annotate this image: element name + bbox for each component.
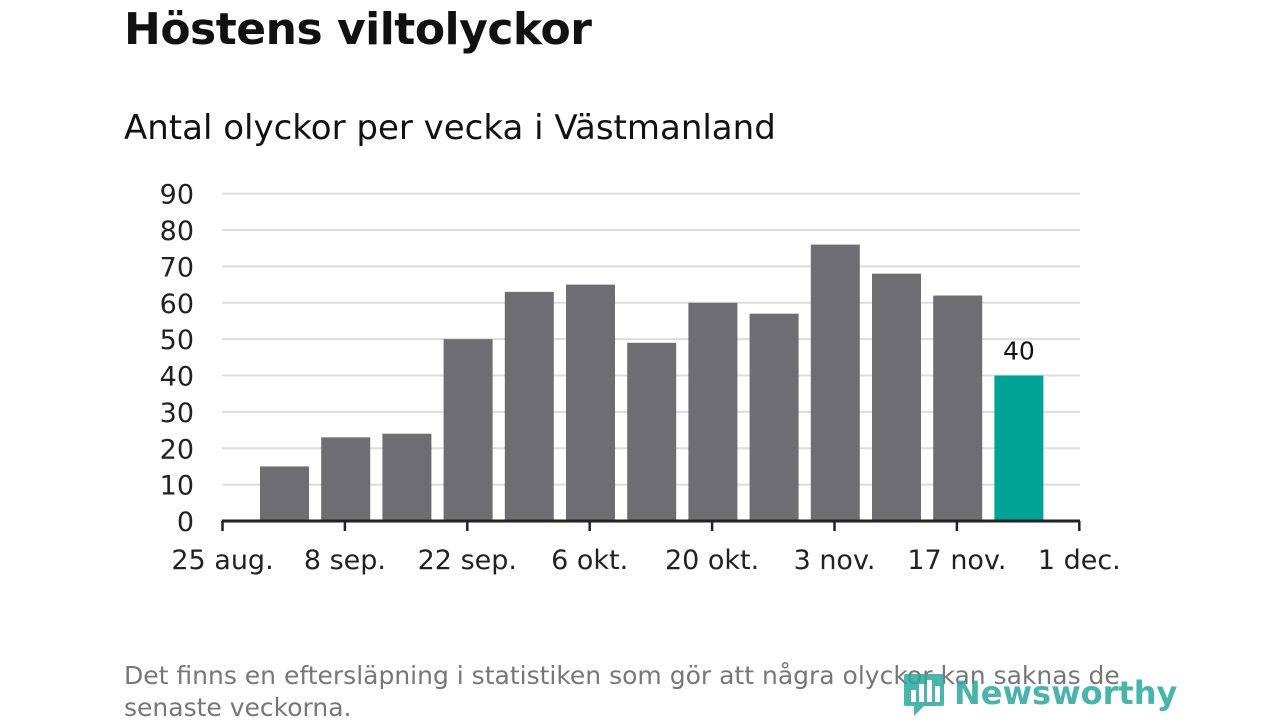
chart-subtitle: Antal olyckor per vecka i Västmanland: [124, 108, 776, 148]
x-tick-label: 20 okt.: [665, 545, 759, 576]
y-tick-label: 60: [160, 289, 194, 320]
y-tick-label: 40: [160, 362, 194, 393]
y-tick-label: 90: [160, 180, 194, 211]
x-tick-label: 17 nov.: [907, 545, 1006, 576]
y-tick-label: 50: [160, 325, 194, 356]
newsworthy-logo-icon: [904, 674, 944, 716]
bar-2019-11-11: [933, 295, 983, 521]
bar-chart: 40 25 aug. 8 sep. 22 sep. 6 okt. 20 okt. 3 no…: [160, 180, 1121, 576]
chart-title: Höstens viltolyckor: [124, 4, 592, 55]
y-tick-label: 70: [160, 252, 194, 283]
y-axis-ticks: 0 10 20 30 40 50 60 70 80 90: [160, 180, 194, 538]
bars: [260, 244, 1044, 521]
bar-2019-11-04: [872, 273, 921, 521]
bar-2019-11-18: [994, 375, 1044, 521]
footnote: Det finns en eftersläpning i statistiken…: [124, 661, 1120, 722]
bar-2019-09-02: [321, 437, 371, 521]
x-tick-label: 22 sep.: [418, 545, 517, 576]
x-axis: 25 aug. 8 sep. 22 sep. 6 okt. 20 okt. 3 nov. 1…: [171, 519, 1121, 576]
x-tick-label: 1 dec.: [1038, 545, 1121, 576]
bar-2019-09-09: [382, 433, 432, 521]
x-tick-label: 8 sep.: [304, 545, 386, 576]
x-tick-label: 6 okt.: [551, 545, 628, 576]
y-tick-label: 0: [177, 507, 194, 538]
x-tick-label: 3 nov.: [794, 545, 876, 576]
y-tick-label: 20: [160, 434, 194, 465]
newsworthy-logo-text: Newsworthy: [954, 674, 1178, 712]
y-tick-label: 80: [160, 216, 194, 247]
bar-2019-10-07: [627, 342, 677, 521]
y-tick-label: 10: [160, 471, 194, 502]
x-tick-label: 25 aug.: [171, 545, 273, 576]
data-labels: 40: [1003, 337, 1035, 366]
bar-2019-09-23: [504, 291, 554, 521]
bar-2019-10-14: [688, 302, 738, 521]
bar-2019-10-21: [749, 313, 799, 521]
y-tick-label: 30: [160, 398, 194, 429]
bar-2019-10-28: [810, 244, 860, 521]
data-label: 40: [1003, 337, 1035, 366]
bar-2019-09-16: [443, 339, 493, 521]
bar-2019-08-26: [260, 466, 309, 521]
newsworthy-logo: Newsworthy: [902, 668, 1177, 718]
bar-2019-09-30: [566, 284, 615, 521]
